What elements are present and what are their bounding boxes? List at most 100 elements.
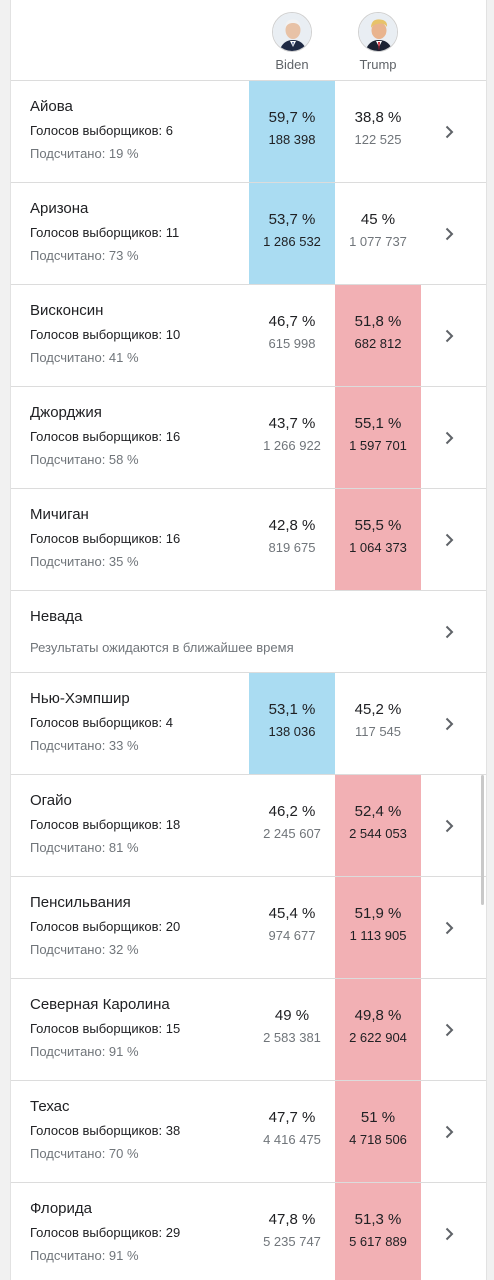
- counted-percent: Подсчитано: 41 %: [30, 350, 139, 365]
- trump-votes: 1 113 905: [349, 928, 407, 943]
- counted-percent: Подсчитано: 91 %: [30, 1248, 139, 1263]
- state-name: Висконсин: [30, 302, 104, 319]
- electoral-votes: Голосов выборщиков: 16: [30, 531, 181, 546]
- state-row[interactable]: Мичиган Голосов выборщиков: 16 Подсчитано:…: [11, 489, 486, 591]
- electoral-votes: Голосов выборщиков: 18: [30, 817, 181, 832]
- electoral-votes: Голосов выборщиков: 11: [30, 225, 180, 240]
- state-info: Флорида Голосов выборщиков: 29 Подсчитано:…: [30, 1200, 180, 1263]
- state-name: Пенсильвания: [30, 894, 131, 911]
- trump-percent: 51,9 %: [354, 905, 402, 922]
- state-row[interactable]: Джорджия Голосов выборщиков: 16 Подсчитано…: [11, 387, 486, 489]
- state-info: Айова Голосов выборщиков: 6 Подсчитано: 19…: [30, 98, 173, 161]
- state-info: Джорджия Голосов выборщиков: 16 Подсчитано…: [30, 404, 180, 467]
- chevron-right-icon[interactable]: [441, 624, 457, 640]
- biden-votes: 1 286 532: [263, 234, 321, 249]
- state-info: Пенсильвания Голосов выборщиков: 20 Подсчи…: [30, 894, 180, 957]
- counted-percent: Подсчитано: 81 %: [30, 840, 139, 855]
- trump-percent: 51,3 %: [354, 1211, 402, 1228]
- chevron-right-icon[interactable]: [441, 1124, 457, 1140]
- biden-votes: 974 677: [268, 928, 316, 943]
- biden-percent: 53,7 %: [268, 211, 316, 228]
- state-row[interactable]: Аризона Голосов выборщиков: 11 Подсчитано:…: [11, 183, 486, 285]
- biden-votes: 2 245 607: [263, 826, 321, 841]
- biden-votes: 138 036: [268, 724, 316, 739]
- state-row[interactable]: Невада Результаты ожидаются в ближайшее в…: [11, 591, 486, 673]
- trump-percent: 45 %: [360, 211, 396, 228]
- state-row[interactable]: Висконсин Голосов выборщиков: 10 Подсчитан…: [11, 285, 486, 387]
- trump-result-cell: 45,2 % 117 545: [335, 673, 421, 774]
- biden-votes: 819 675: [268, 540, 316, 555]
- chevron-right-icon[interactable]: [441, 532, 457, 548]
- counted-percent: Подсчитано: 91 %: [30, 1044, 139, 1059]
- counted-percent: Подсчитано: 35 %: [30, 554, 139, 569]
- counted-percent: Подсчитано: 19 %: [30, 146, 139, 161]
- states-list: Айова Голосов выборщиков: 6 Подсчитано: 19…: [11, 81, 486, 1280]
- electoral-votes: Голосов выборщиков: 15: [30, 1021, 181, 1036]
- biden-votes: 2 583 381: [263, 1030, 321, 1045]
- trump-percent: 51,8 %: [354, 313, 402, 330]
- results-card: Biden Trump Айова Голосов выборщиков: 6 По…: [10, 0, 487, 1280]
- state-row[interactable]: Нью-Хэмпшир Голосов выборщиков: 4 Подсчита…: [11, 673, 486, 775]
- chevron-right-icon[interactable]: [441, 430, 457, 446]
- state-name: Северная Каролина: [30, 996, 170, 1013]
- biden-percent: 47,8 %: [268, 1211, 316, 1228]
- biden-votes: 188 398: [268, 132, 316, 147]
- trump-votes: 1 064 373: [349, 540, 407, 555]
- biden-percent: 43,7 %: [268, 415, 316, 432]
- state-name: Огайо: [30, 792, 72, 809]
- trump-result-cell: 51,9 % 1 113 905: [335, 877, 421, 978]
- state-info: Мичиган Голосов выборщиков: 16 Подсчитано:…: [30, 506, 180, 569]
- state-row[interactable]: Техас Голосов выборщиков: 38 Подсчитано: 7…: [11, 1081, 486, 1183]
- candidate-name-trump: Trump: [359, 57, 397, 72]
- biden-votes: 1 266 922: [263, 438, 321, 453]
- chevron-right-icon[interactable]: [441, 226, 457, 242]
- biden-percent: 49 %: [274, 1007, 310, 1024]
- state-name: Айова: [30, 98, 73, 115]
- trump-votes: 122 525: [354, 132, 402, 147]
- electoral-votes: Голосов выборщиков: 38: [30, 1123, 181, 1138]
- state-row[interactable]: Флорида Голосов выборщиков: 29 Подсчитано:…: [11, 1183, 486, 1280]
- electoral-votes: Голосов выборщиков: 29: [30, 1225, 181, 1240]
- state-row[interactable]: Северная Каролина Голосов выборщиков: 15 П…: [11, 979, 486, 1081]
- counted-percent: Подсчитано: 73 %: [30, 248, 139, 263]
- biden-result-cell: 46,7 % 615 998: [249, 285, 335, 386]
- trump-votes: 117 545: [354, 724, 402, 739]
- trump-votes: 2 622 904: [349, 1030, 407, 1045]
- trump-result-cell: 51,3 % 5 617 889: [335, 1183, 421, 1280]
- chevron-right-icon[interactable]: [441, 1022, 457, 1038]
- trump-result-cell: 49,8 % 2 622 904: [335, 979, 421, 1080]
- chevron-right-icon[interactable]: [441, 920, 457, 936]
- biden-result-cell: 43,7 % 1 266 922: [249, 387, 335, 488]
- electoral-votes: Голосов выборщиков: 16: [30, 429, 181, 444]
- trump-result-cell: 52,4 % 2 544 053: [335, 775, 421, 876]
- biden-votes: 4 416 475: [263, 1132, 321, 1147]
- scrollbar[interactable]: [481, 775, 484, 905]
- trump-result-cell: 38,8 % 122 525: [335, 81, 421, 182]
- biden-percent: 45,4 %: [268, 905, 316, 922]
- state-info: Техас Голосов выборщиков: 38 Подсчитано: 7…: [30, 1098, 180, 1161]
- counted-percent: Подсчитано: 58 %: [30, 452, 139, 467]
- biden-result-cell: 42,8 % 819 675: [249, 489, 335, 590]
- chevron-right-icon[interactable]: [441, 716, 457, 732]
- state-name: Мичиган: [30, 506, 89, 523]
- state-name: Невада: [30, 608, 83, 625]
- biden-avatar-icon: [272, 12, 312, 52]
- electoral-votes: Голосов выборщиков: 10: [30, 327, 181, 342]
- state-row[interactable]: Пенсильвания Голосов выборщиков: 20 Подсчи…: [11, 877, 486, 979]
- trump-percent: 49,8 %: [354, 1007, 402, 1024]
- state-row[interactable]: Огайо Голосов выборщиков: 18 Подсчитано: 8…: [11, 775, 486, 877]
- counted-percent: Подсчитано: 33 %: [30, 738, 139, 753]
- chevron-right-icon[interactable]: [441, 328, 457, 344]
- counted-percent: Подсчитано: 32 %: [30, 942, 139, 957]
- trump-percent: 55,1 %: [354, 415, 402, 432]
- state-info: Северная Каролина Голосов выборщиков: 15 П…: [30, 996, 180, 1059]
- state-row[interactable]: Айова Голосов выборщиков: 6 Подсчитано: 19…: [11, 81, 486, 183]
- candidate-name-biden: Biden: [275, 57, 309, 72]
- chevron-right-icon[interactable]: [441, 124, 457, 140]
- biden-result-cell: 47,8 % 5 235 747: [249, 1183, 335, 1280]
- chevron-right-icon[interactable]: [441, 1226, 457, 1242]
- state-name: Аризона: [30, 200, 89, 217]
- chevron-right-icon[interactable]: [441, 818, 457, 834]
- biden-result-cell: 47,7 % 4 416 475: [249, 1081, 335, 1182]
- state-name: Джорджия: [30, 404, 102, 421]
